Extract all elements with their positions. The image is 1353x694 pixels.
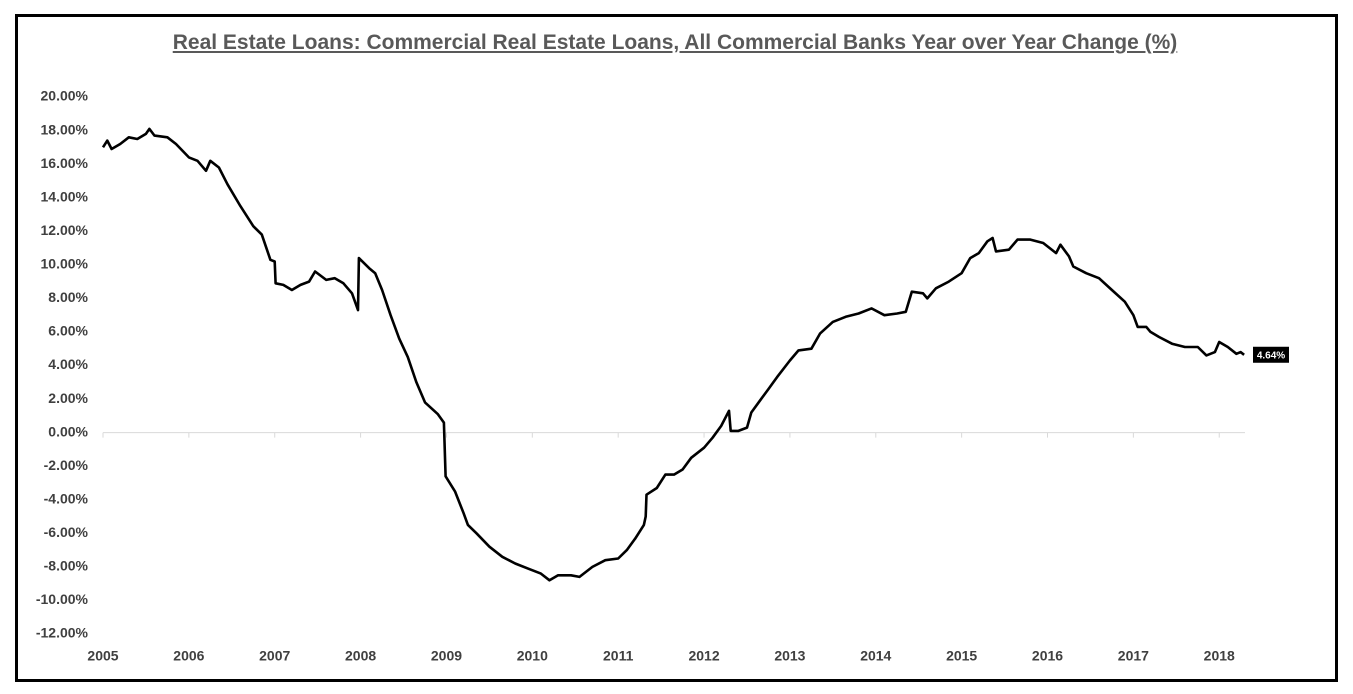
x-tick-label: 2005 (87, 648, 118, 664)
chart-title: Real Estate Loans: Commercial Real Estat… (172, 31, 1178, 54)
x-tick-label: 2012 (688, 648, 719, 664)
x-tick-label: 2006 (173, 648, 204, 664)
x-tick-label: 2018 (1204, 648, 1235, 664)
y-tick-label: -12.00% (36, 625, 89, 641)
x-tick-label: 2017 (1118, 648, 1149, 664)
y-tick-label: -2.00% (44, 457, 89, 473)
x-tick-label: 2011 (603, 648, 634, 664)
y-tick-label: 10.00% (41, 256, 89, 272)
y-tick-label: 12.00% (41, 222, 89, 238)
y-tick-label: -8.00% (44, 558, 89, 574)
y-tick-label: 2.00% (48, 390, 88, 406)
y-tick-label: -4.00% (44, 490, 89, 506)
x-tick-label: 2016 (1032, 648, 1063, 664)
y-tick-label: 0.00% (48, 423, 88, 439)
x-tick-label: 2009 (431, 648, 462, 664)
y-tick-label: 20.00% (41, 88, 89, 104)
y-tick-label: 16.00% (41, 155, 89, 171)
data-line (101, 127, 1245, 582)
y-tick-label: 8.00% (48, 289, 88, 305)
y-tick-label: -10.00% (36, 591, 89, 607)
end-label: 4.64% (1257, 350, 1285, 361)
x-tick-label: 2014 (860, 648, 891, 664)
x-tick-label: 2008 (345, 648, 376, 664)
x-tick-label: 2015 (946, 648, 977, 664)
y-tick-label: 6.00% (48, 323, 88, 339)
x-tick-label: 2010 (517, 648, 548, 664)
x-tick-label: 2013 (774, 648, 805, 664)
end-label-box (1253, 346, 1289, 363)
y-tick-label: -6.00% (44, 524, 89, 540)
y-tick-label: 18.00% (41, 121, 89, 137)
y-tick-label: 4.00% (48, 356, 88, 372)
x-tick-label: 2007 (259, 648, 290, 664)
chart-frame (15, 14, 1338, 682)
y-tick-label: 14.00% (41, 188, 89, 204)
